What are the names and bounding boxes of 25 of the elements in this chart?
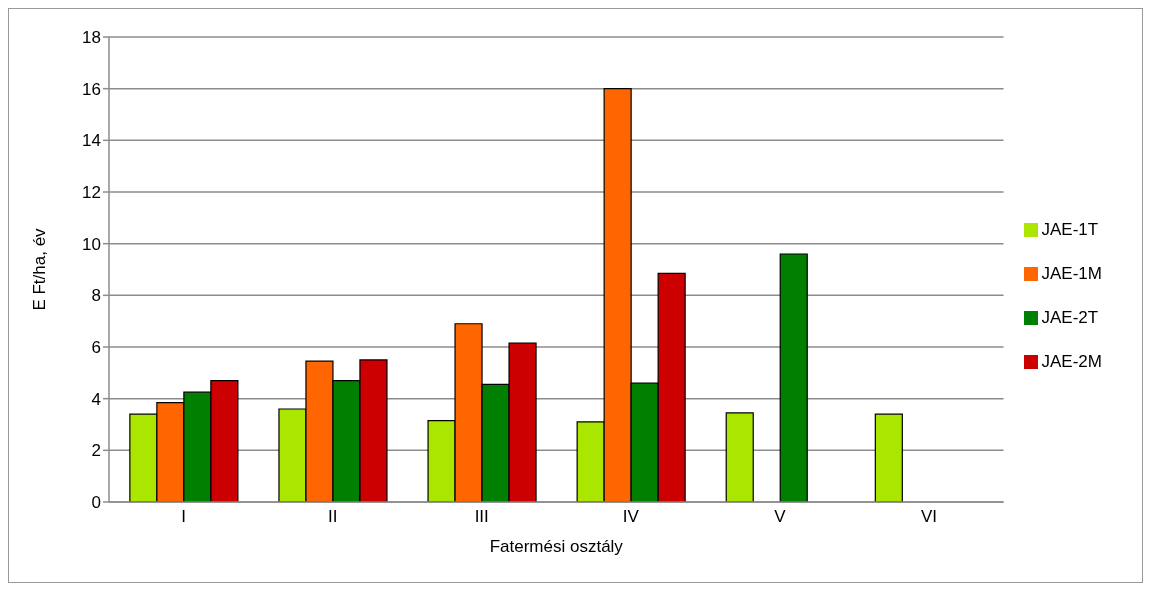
x-tick-label: VI [920, 507, 938, 527]
legend-label: JAE-2M [1041, 351, 1102, 371]
legend-label: JAE-1T [1041, 219, 1099, 239]
y-tick-label: 12 [82, 183, 101, 203]
x-tick-label: III [474, 507, 489, 527]
bar [874, 413, 903, 502]
x-tick-label: IV [622, 507, 640, 527]
x-tick-label: II [327, 507, 338, 527]
legend-label: JAE-2T [1041, 307, 1099, 327]
y-tick-label: 2 [91, 441, 101, 461]
x-axis-title: Fatermési osztály [489, 537, 624, 556]
legend-label: JAE-1M [1041, 263, 1102, 283]
y-tick-label: 14 [82, 131, 101, 151]
y-tick-label: 18 [82, 28, 101, 48]
y-tick-label: 16 [82, 79, 101, 99]
y-axis-title: E Ft/ha, év [30, 227, 50, 311]
bar [725, 412, 754, 502]
x-tick-label: I [181, 507, 186, 527]
y-tick-label: 8 [91, 286, 101, 306]
y-tick-label: 0 [91, 493, 101, 513]
x-tick-label: V [774, 507, 787, 527]
y-tick-label: 6 [91, 338, 101, 358]
y-tick-label: 10 [82, 234, 101, 254]
bar [779, 253, 808, 502]
y-tick-label: 4 [91, 389, 101, 409]
